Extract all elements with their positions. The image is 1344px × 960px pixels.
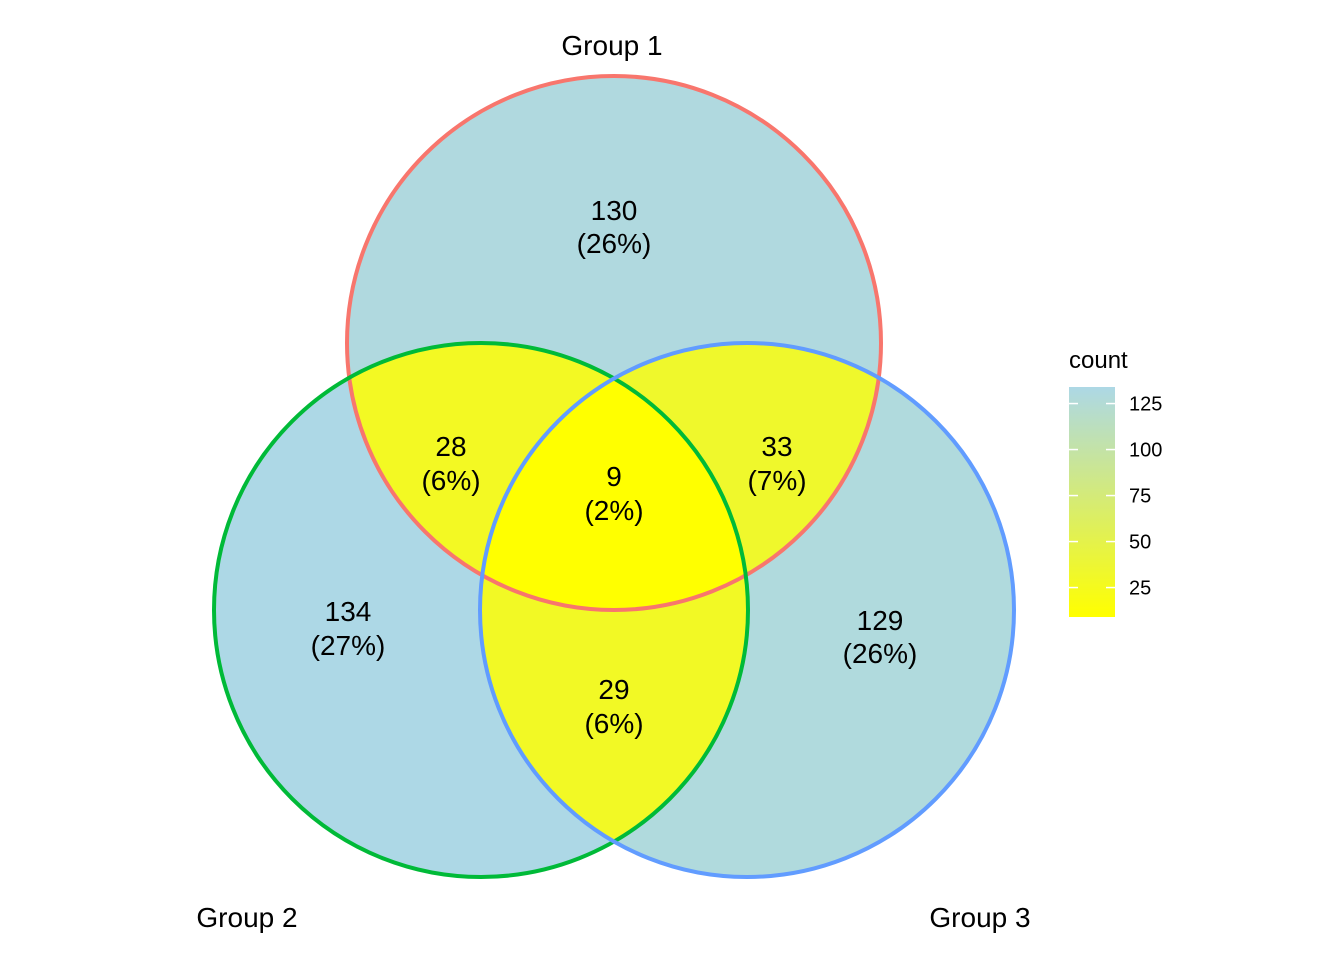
legend-tick-label-125: 125 <box>1129 394 1162 416</box>
count-all: 9 <box>606 461 622 492</box>
set-outlines <box>212 74 1016 879</box>
percent-g1-g2: (6%) <box>421 465 480 496</box>
set-label-group-2: Group 2 <box>196 902 297 933</box>
set-label-group-1: Group 1 <box>561 30 662 61</box>
count-g1-g2: 28 <box>435 431 466 462</box>
percent-g1-only: (26%) <box>577 228 652 259</box>
percent-all: (2%) <box>584 495 643 526</box>
legend-tick-label-25: 25 <box>1129 578 1151 600</box>
outline-group-3 <box>478 341 1016 879</box>
legend-tick-label-100: 100 <box>1129 440 1162 462</box>
legend-ticks: 125 100 75 50 25 <box>1069 394 1162 600</box>
region-labels: 130 (26%) 134 (27%) 129 (26%) 28 (6%) 33… <box>311 195 918 739</box>
color-legend: count 125 100 75 50 25 <box>1069 347 1162 617</box>
outline-group-1 <box>345 74 883 612</box>
set-label-group-3: Group 3 <box>929 902 1030 933</box>
count-g1-g3: 33 <box>761 431 792 462</box>
legend-tick-label-50: 50 <box>1129 532 1151 554</box>
percent-g2-only: (27%) <box>311 630 386 661</box>
count-g2-only: 134 <box>325 596 372 627</box>
legend-tick-label-75: 75 <box>1129 486 1151 508</box>
outline-group-2 <box>212 341 750 879</box>
percent-g2-g3: (6%) <box>584 708 643 739</box>
percent-g3-only: (26%) <box>843 638 918 669</box>
percent-g1-g3: (7%) <box>747 465 806 496</box>
count-g1-only: 130 <box>591 195 638 226</box>
legend-title: count <box>1069 347 1128 374</box>
region-all <box>480 343 748 610</box>
count-g3-only: 129 <box>857 605 904 636</box>
legend-colorbar <box>1069 387 1115 617</box>
count-g2-g3: 29 <box>598 674 629 705</box>
